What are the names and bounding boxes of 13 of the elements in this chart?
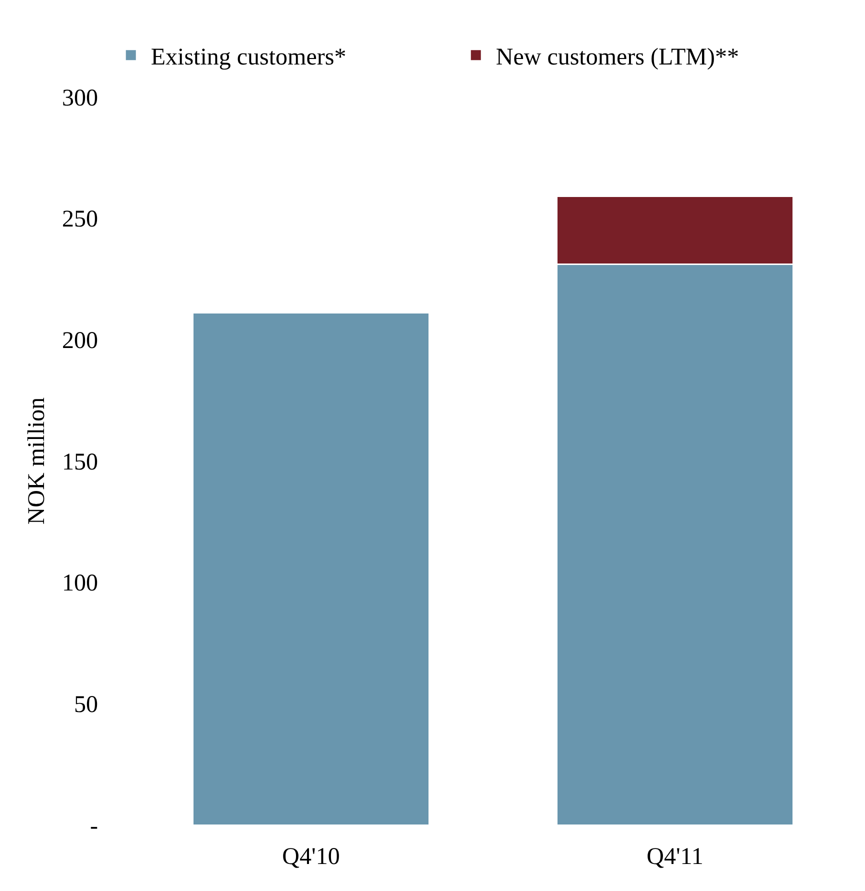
y-tick-label: 200	[62, 328, 98, 354]
x-tick-label: Q4'10	[282, 844, 340, 870]
y-tick-label: 100	[62, 570, 98, 597]
y-tick-label: 150	[62, 449, 98, 476]
y-axis-title: NOK million	[24, 397, 50, 525]
x-tick-label: Q4'11	[646, 844, 704, 870]
y-tick-label: 50	[74, 692, 98, 718]
y-tick-label: 250	[62, 206, 98, 233]
y-tick-label: -	[90, 813, 98, 840]
legend-label: New customers (LTM)**	[496, 44, 739, 71]
bar	[192, 312, 430, 825]
legend-label: Existing customers*	[150, 44, 346, 71]
y-tick-label: 300	[62, 85, 98, 112]
